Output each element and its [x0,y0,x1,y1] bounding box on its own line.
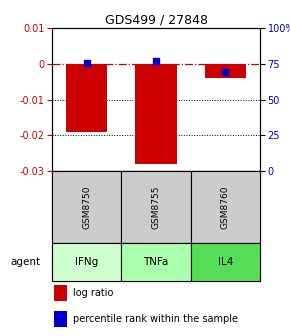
Text: log ratio: log ratio [73,288,114,298]
Text: agent: agent [10,257,40,267]
Bar [121,171,191,243]
Point [154,58,158,64]
Point [84,60,89,66]
Text: percentile rank within the sample: percentile rank within the sample [73,314,238,324]
Bar [54,285,67,301]
Text: GSM8755: GSM8755 [151,185,160,229]
Bar [121,243,191,281]
Bar [52,243,121,281]
Bar [191,171,260,243]
Text: IL4: IL4 [218,257,233,267]
Bar [135,64,177,164]
Bar [66,64,108,132]
Point [223,70,228,75]
Bar [52,171,121,243]
Bar [204,64,246,78]
Bar [54,311,67,327]
Title: GDS499 / 27848: GDS499 / 27848 [104,14,208,27]
Text: IFNg: IFNg [75,257,98,267]
Text: GSM8760: GSM8760 [221,185,230,229]
Text: TNFa: TNFa [143,257,168,267]
Text: GSM8750: GSM8750 [82,185,91,229]
Bar [191,243,260,281]
